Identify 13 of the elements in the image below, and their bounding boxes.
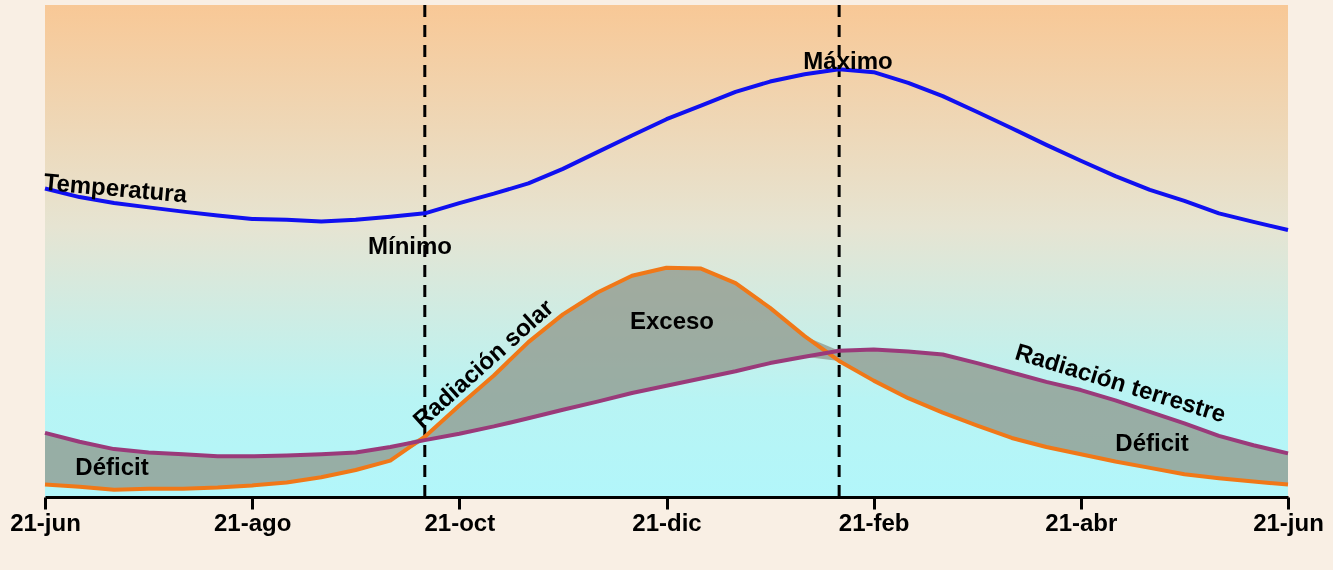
annotation: Máximo xyxy=(803,47,893,74)
x-tick-label: 21-jun xyxy=(1253,508,1324,536)
x-tick-label: 21-ago xyxy=(213,508,292,536)
annotation: Déficit xyxy=(75,453,149,480)
x-tick-label: 21-dic xyxy=(632,508,702,536)
annotation: Déficit xyxy=(1115,429,1189,456)
annotation: Mínimo xyxy=(368,232,452,259)
x-tick-label: 21-abr xyxy=(1045,508,1118,536)
x-tick-label: 21-feb xyxy=(838,508,910,536)
annotation: Exceso xyxy=(629,307,715,334)
series-label: Temperatura xyxy=(42,167,189,208)
x-tick-label: 21-oct xyxy=(424,508,496,536)
x-tick-label: 21-jun xyxy=(10,508,81,536)
